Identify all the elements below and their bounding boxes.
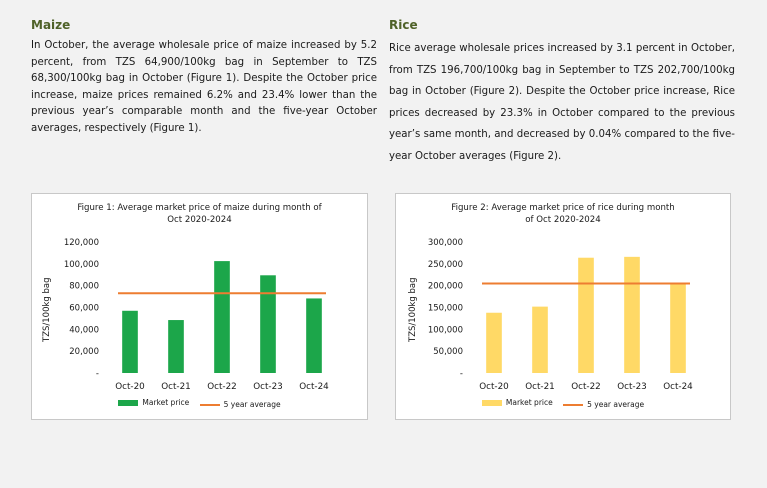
legend-market-price: Market price: [481, 398, 553, 407]
y-tick-label: 20,000: [69, 347, 99, 357]
y-axis-label: TZS/100kg bag: [42, 277, 52, 342]
maize-plot-svg: - 20,000 40,000 60,000 80,000 100,000 120,000 O…: [64, 238, 329, 392]
rice-plot-svg: - 50,000 100,000 150,000 200,000 250,000 300,0…: [428, 238, 693, 392]
x-tick-label: Oct-21: [525, 382, 555, 392]
bar-oct-23: [624, 256, 640, 373]
legend-market-price: Market price: [118, 398, 189, 407]
rice-paragraph: Rice average wholesale prices increased …: [389, 43, 735, 162]
x-tick-label: Oct-20: [479, 382, 509, 392]
rice-chart: Figure 2: Average market price of rice d…: [395, 193, 731, 420]
bar-oct-21: [532, 306, 548, 373]
chart-title: Figure 2: Average market price of rice d…: [451, 203, 675, 225]
legend-line-swatch: [199, 403, 220, 406]
legend-bar-swatch: [118, 399, 139, 406]
y-tick-label: 40,000: [69, 325, 99, 335]
legend-bar-swatch: [481, 399, 502, 406]
y-tick-label: 60,000: [69, 304, 99, 314]
bar-oct-23: [260, 275, 276, 373]
x-tick-label: Oct-22: [571, 382, 601, 392]
legend-five-year-label: 5 year average: [587, 400, 645, 409]
y-tick-label: 100,000: [428, 325, 463, 335]
chart-legend: Market price 5 year average: [396, 398, 730, 409]
x-tick-label: Oct-24: [299, 382, 329, 392]
x-tick-label: Oct-22: [207, 382, 237, 392]
y-tick-label: 250,000: [428, 260, 463, 270]
chart-legend: Market price 5 year average: [32, 398, 367, 409]
y-tick-label: 200,000: [428, 282, 463, 292]
x-tick-label: Oct-23: [617, 382, 647, 392]
legend-market-price-label: Market price: [505, 398, 553, 407]
y-tick-label: 80,000: [69, 282, 99, 292]
y-tick-label: 50,000: [433, 347, 463, 357]
y-tick-label: 300,000: [428, 238, 463, 248]
y-axis-label: TZS/100kg bag: [408, 277, 418, 342]
bar-oct-21: [168, 320, 184, 373]
y-tick-label: 120,000: [64, 238, 99, 248]
bar-oct-20: [122, 310, 138, 373]
maize-heading: Maize: [31, 18, 71, 32]
x-tick-label: Oct-23: [253, 382, 283, 392]
y-tick-label: -: [460, 369, 463, 379]
legend-line-swatch: [563, 403, 584, 406]
x-tick-label: Oct-20: [115, 382, 145, 392]
maize-section: Maize In October, the average wholesale …: [31, 14, 377, 137]
bar-oct-22: [214, 261, 230, 373]
legend-five-year-label: 5 year average: [223, 400, 281, 409]
y-tick-label: 150,000: [428, 304, 463, 314]
bar-oct-24: [670, 284, 686, 373]
y-tick-label: -: [96, 369, 99, 379]
x-tick-label: Oct-24: [663, 382, 693, 392]
rice-section: Rice Rice average wholesale prices incre…: [389, 14, 735, 167]
legend-five-year-average: 5 year average: [199, 400, 281, 409]
legend-market-price-label: Market price: [142, 398, 190, 407]
maize-paragraph: In October, the average wholesale price …: [31, 40, 377, 134]
chart-title: Figure 1: Average market price of maize …: [77, 203, 322, 225]
legend-five-year-average: 5 year average: [563, 400, 644, 409]
bar-oct-24: [306, 298, 322, 373]
y-tick-label: 100,000: [64, 260, 99, 270]
bar-oct-22: [578, 257, 594, 373]
maize-chart: Figure 1: Average market price of maize …: [31, 193, 368, 420]
x-tick-label: Oct-21: [161, 382, 191, 392]
rice-heading: Rice: [389, 18, 418, 32]
bar-oct-20: [486, 312, 502, 373]
